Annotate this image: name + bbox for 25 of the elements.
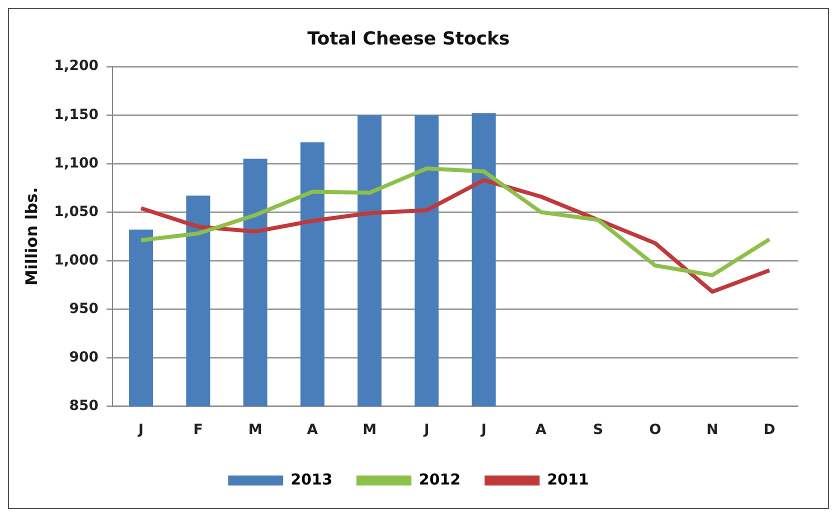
y-tick-label: 1,100 bbox=[54, 155, 99, 172]
legend-label: 2012 bbox=[418, 470, 461, 488]
x-tick-label: J bbox=[423, 422, 430, 438]
legend-label: 2011 bbox=[547, 470, 589, 488]
y-tick-label: 1,050 bbox=[54, 204, 99, 220]
x-tick-label: A bbox=[536, 422, 547, 438]
y-tick-label: 1,150 bbox=[54, 106, 99, 123]
x-tick-label: M bbox=[362, 422, 377, 438]
x-tick-label: M bbox=[248, 422, 262, 438]
y-tick-label: 950 bbox=[69, 300, 99, 317]
x-tick-label: A bbox=[307, 422, 318, 438]
x-tick-label: D bbox=[764, 422, 776, 438]
x-tick-label: J bbox=[137, 422, 144, 438]
y-axis-title: Million lbs. bbox=[22, 187, 41, 286]
y-tick-label: 1,200 bbox=[54, 58, 99, 74]
y-tick-label: 850 bbox=[69, 398, 99, 414]
x-tick-label: N bbox=[706, 422, 718, 438]
chart-title: Total Cheese Stocks bbox=[307, 28, 510, 50]
legend-label: 2013 bbox=[290, 470, 332, 488]
y-tick-label: 900 bbox=[69, 349, 99, 366]
x-tick-label: O bbox=[649, 422, 662, 438]
x-tick-label: S bbox=[593, 422, 604, 438]
x-tick-label: F bbox=[193, 422, 203, 438]
y-tick-label: 1,000 bbox=[54, 252, 99, 268]
x-tick-label: J bbox=[480, 422, 486, 438]
